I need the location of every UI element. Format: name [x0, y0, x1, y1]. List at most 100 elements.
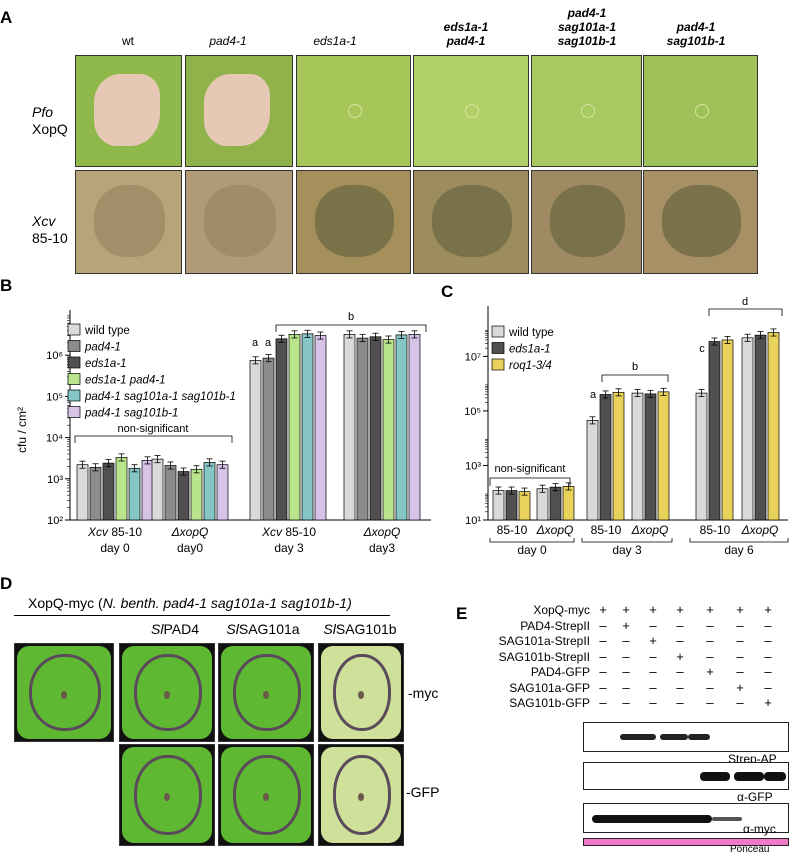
leaf-image-xopq — [643, 55, 758, 167]
leaf-image — [218, 643, 314, 742]
construct-mark: – — [649, 648, 657, 664]
bar — [395, 334, 408, 521]
significance-label: b — [632, 361, 638, 373]
column-header-italic: Sl — [226, 621, 239, 637]
leaf-image-xopq — [75, 55, 182, 167]
legend-swatch — [67, 389, 81, 402]
x-group-label-text: 85-10 — [282, 525, 316, 539]
x-group-day-label: day 0 — [100, 541, 130, 555]
leaf-image-xcv — [185, 170, 293, 274]
blot-strep-ap — [583, 722, 789, 752]
construct-mark: – — [599, 695, 607, 710]
x-tick-label: 85-10 — [591, 523, 622, 537]
infiltration-ring — [233, 755, 301, 835]
construct-mark: – — [599, 648, 607, 664]
significance-bracket — [708, 308, 783, 316]
legend-entry: eds1a-1 pad4-1 — [85, 375, 166, 387]
day-bracket — [689, 538, 789, 543]
leaf-image — [119, 744, 215, 846]
column-header-text: PAD4 — [163, 621, 199, 637]
construct-label: SAG101a-GFP — [509, 680, 590, 695]
bar — [249, 359, 262, 521]
row1-label-italic: Pfo — [32, 104, 54, 120]
bar — [644, 393, 657, 521]
bar — [721, 339, 734, 521]
necrotic-lesion — [94, 74, 160, 146]
blot-gfp — [583, 762, 789, 790]
construct-label: XopQ-myc — [533, 603, 590, 617]
significance-bracket — [601, 374, 669, 382]
construct-mark: + — [764, 695, 772, 710]
construct-mark: – — [676, 679, 684, 695]
bar — [164, 465, 177, 521]
column-header-line: sag101b-1 — [666, 34, 726, 48]
row1-label-text: XopQ — [32, 121, 68, 137]
legend-swatch — [491, 358, 505, 371]
construct-mark: – — [599, 633, 607, 648]
panel-c-letter: C — [441, 282, 454, 301]
construct-mark: + — [706, 664, 714, 679]
blot-label: Ponceau — [730, 844, 770, 855]
blot-myc — [583, 803, 789, 833]
x-tick-label: ΔxopQ — [631, 523, 669, 537]
infiltration-spot — [347, 104, 362, 118]
day-label: day 6 — [724, 543, 754, 557]
infection-area — [432, 185, 512, 257]
bar — [76, 464, 89, 521]
bar — [151, 458, 164, 521]
construct-label: SAG101b-StrepII — [498, 649, 590, 664]
blot-band — [660, 734, 688, 740]
construct-mark: – — [676, 617, 684, 633]
y-tick-label: 10⁵ — [46, 391, 63, 403]
construct-mark: – — [706, 633, 714, 648]
column-header-text: SAG101b — [335, 621, 397, 637]
construct-mark: + — [649, 633, 657, 648]
x-group-label-italic: Xcv — [87, 525, 109, 539]
bar — [741, 337, 754, 521]
column-header-line: pad4-1 — [446, 34, 486, 48]
significance-label: b — [348, 311, 354, 323]
bar — [536, 488, 549, 521]
column-header: SlPAD4 — [125, 621, 225, 637]
column-header: pad4-1 — [168, 34, 288, 48]
construct-label: SAG101b-GFP — [509, 696, 590, 710]
y-tick-label: 10⁷ — [465, 351, 481, 363]
necrotic-lesion — [204, 74, 270, 146]
x-group-day-label: day 3 — [274, 541, 304, 555]
bar — [549, 486, 562, 521]
infiltration-point — [263, 690, 269, 699]
legend-entry: wild type — [508, 327, 554, 339]
leaf-image-xcv — [413, 170, 529, 274]
infection-area — [550, 185, 625, 257]
significance-label: non-significant — [118, 423, 189, 435]
legend-entry: eds1a-1 — [85, 358, 127, 370]
x-group-label-italic: ΔxopQ — [363, 525, 401, 539]
significance-label: d — [742, 296, 748, 308]
blot-label: α-myc — [743, 822, 776, 836]
construct-mark: – — [736, 617, 744, 633]
construct-mark: – — [649, 695, 657, 710]
bar — [492, 490, 505, 521]
construct-mark: – — [764, 648, 772, 664]
panel-d-header-plain: XopQ-myc ( — [28, 595, 103, 611]
bar — [89, 466, 102, 521]
significance-bracket — [489, 477, 571, 486]
construct-mark: + — [676, 648, 684, 664]
column-header: eds1a-1 — [275, 34, 395, 48]
construct-mark: + — [706, 602, 714, 617]
legend-swatch — [67, 340, 81, 352]
blot-label: α-GFP — [737, 790, 773, 804]
column-header-line: pad4-1 — [567, 6, 607, 20]
leaf-image — [14, 643, 114, 742]
infection-area — [94, 185, 165, 257]
bar — [369, 336, 382, 521]
panel-b-chart: 10² 10³ 10⁴ 10⁵ 10⁶ cfu / cm² wild type pad4-1 e… — [15, 310, 431, 555]
leaf-image-xopq — [185, 55, 293, 167]
construct-mark: – — [622, 679, 630, 695]
bar — [631, 392, 644, 521]
x-group-day-label: day3 — [369, 541, 395, 555]
bar — [562, 486, 575, 521]
construct-mark: – — [736, 648, 744, 664]
infiltration-ring — [29, 654, 101, 731]
column-header-line: pad4-1 — [209, 34, 247, 48]
